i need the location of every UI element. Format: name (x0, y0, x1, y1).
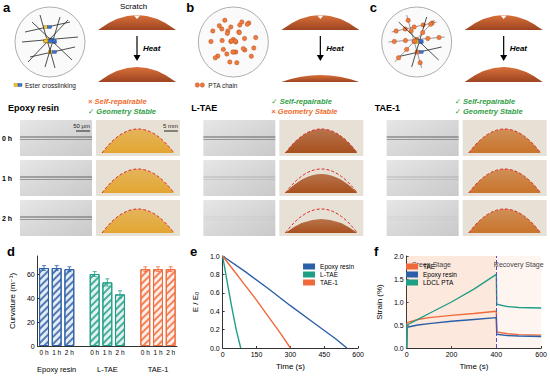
svg-text:Heat: Heat (510, 44, 528, 53)
svg-text:600: 600 (535, 351, 547, 358)
svg-text:✓ Self-repairable: ✓ Self-repairable (271, 97, 331, 106)
svg-text:Epoxy resin: Epoxy resin (320, 263, 354, 271)
svg-text:0.6: 0.6 (210, 289, 220, 296)
svg-text:1 h: 1 h (103, 349, 112, 356)
svg-text:200: 200 (446, 351, 458, 358)
svg-text:0.4: 0.4 (210, 308, 220, 315)
svg-text:Epoxy resin: Epoxy resin (8, 103, 59, 113)
svg-text:PTA chain: PTA chain (208, 82, 238, 89)
svg-text:40: 40 (27, 295, 35, 302)
svg-text:Heat: Heat (143, 44, 161, 53)
svg-text:450: 450 (318, 351, 330, 358)
svg-text:0 h: 0 h (39, 349, 48, 356)
svg-text:2 h: 2 h (65, 349, 74, 356)
svg-text:600: 600 (352, 351, 364, 358)
svg-text:TAE-1: TAE-1 (320, 279, 338, 286)
svg-text:0.2: 0.2 (210, 326, 220, 333)
svg-text:60: 60 (27, 271, 35, 278)
svg-text:L-TAE: L-TAE (320, 271, 339, 278)
svg-text:TAE: TAE (423, 263, 436, 270)
svg-text:150: 150 (251, 351, 263, 358)
svg-text:300: 300 (285, 351, 297, 358)
svg-text:Creep Stage: Creep Stage (411, 261, 451, 268)
svg-text:c: c (370, 0, 377, 15)
svg-text:0: 0 (405, 351, 409, 358)
svg-text:TAE-1: TAE-1 (375, 103, 400, 113)
svg-text:Time (s): Time (s) (276, 362, 305, 371)
svg-text:L-TAE: L-TAE (97, 365, 118, 374)
svg-text:Scratch: Scratch (120, 2, 147, 11)
svg-text:× Geometry Stable: × Geometry Stable (271, 107, 337, 116)
svg-text:LDCL PTA: LDCL PTA (423, 279, 454, 286)
svg-text:× Self-repairable: × Self-repairable (88, 97, 147, 106)
svg-text:1.0: 1.0 (210, 253, 220, 260)
svg-text:400: 400 (490, 351, 502, 358)
svg-text:e: e (190, 244, 197, 259)
svg-text:2 h: 2 h (166, 349, 175, 356)
svg-text:0: 0 (221, 351, 225, 358)
svg-text:Recovery Stage: Recovery Stage (494, 261, 544, 269)
svg-text:0: 0 (31, 343, 35, 350)
svg-text:2 h: 2 h (115, 349, 124, 356)
svg-text:✓ Self-repairable: ✓ Self-repairable (455, 97, 515, 106)
svg-text:2 h: 2 h (2, 215, 12, 222)
svg-text:0.0: 0.0 (394, 345, 404, 352)
svg-text:d: d (7, 244, 15, 259)
svg-text:Curvature (m⁻¹): Curvature (m⁻¹) (8, 273, 17, 330)
svg-text:1 h: 1 h (153, 349, 162, 356)
svg-text:0 h: 0 h (90, 349, 99, 356)
svg-text:0 h: 0 h (141, 349, 150, 356)
svg-text:Time (s): Time (s) (459, 362, 488, 371)
svg-text:Heat: Heat (326, 44, 344, 53)
svg-text:b: b (186, 0, 194, 15)
svg-text:Epoxy resin: Epoxy resin (37, 365, 76, 374)
svg-text:TAE-1: TAE-1 (148, 365, 169, 374)
svg-text:2.0: 2.0 (394, 253, 404, 260)
svg-text:Epoxy resin: Epoxy resin (423, 271, 457, 279)
svg-text:E / E₀: E / E₀ (191, 292, 200, 313)
svg-text:0.5: 0.5 (394, 322, 404, 329)
svg-text:1 h: 1 h (2, 175, 12, 182)
svg-text:20: 20 (27, 319, 35, 326)
svg-text:Strain (%): Strain (%) (375, 284, 384, 320)
svg-text:1 h: 1 h (52, 349, 61, 356)
svg-text:✓ Geometry Stable: ✓ Geometry Stable (455, 107, 523, 116)
svg-text:✓ Geometry Stable: ✓ Geometry Stable (88, 107, 156, 116)
svg-text:0.0: 0.0 (210, 345, 220, 352)
svg-text:a: a (3, 0, 11, 15)
svg-text:50 μm: 50 μm (73, 123, 90, 129)
svg-text:0.8: 0.8 (210, 271, 220, 278)
svg-text:0 h: 0 h (2, 135, 12, 142)
svg-text:Ester crosslinking: Ester crosslinking (25, 82, 76, 90)
svg-text:L-TAE: L-TAE (191, 103, 217, 113)
svg-text:5 mm: 5 mm (163, 123, 178, 129)
svg-text:1.0: 1.0 (394, 299, 404, 306)
svg-text:1.5: 1.5 (394, 276, 404, 283)
svg-text:f: f (374, 244, 379, 259)
